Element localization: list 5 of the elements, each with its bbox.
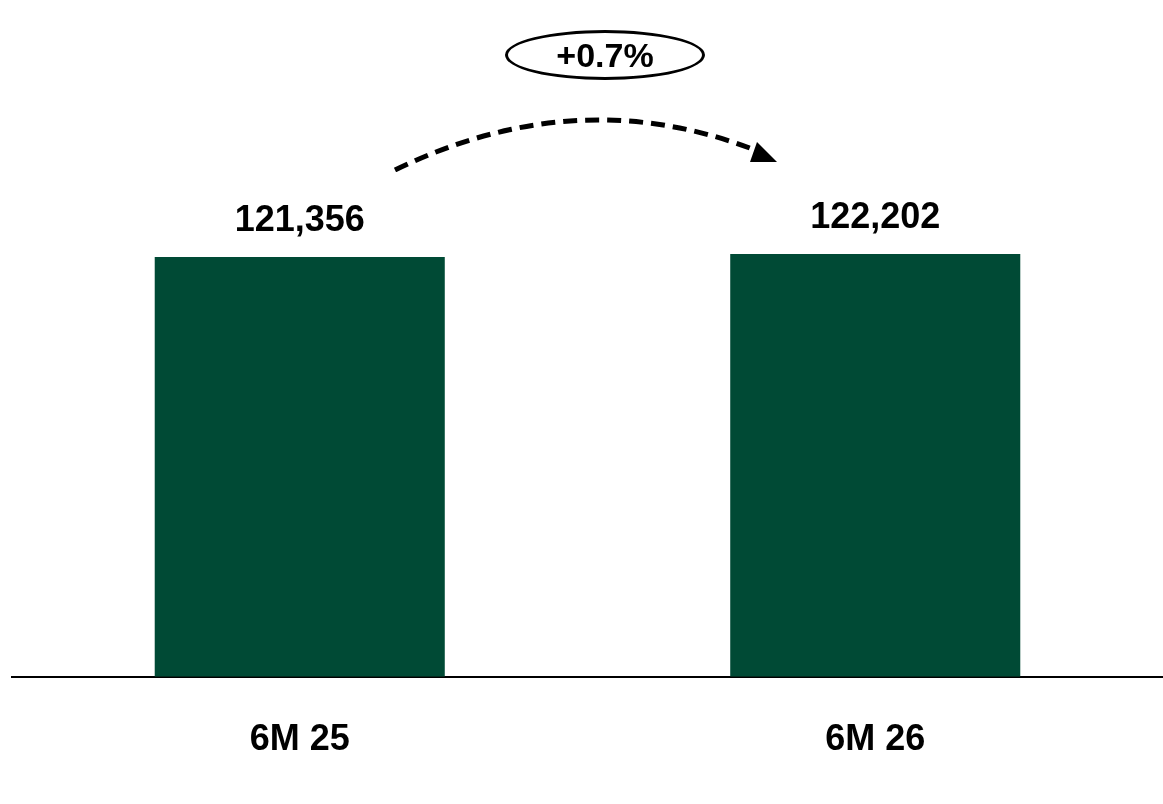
data-label: 121,356 [234,197,365,239]
text: +0.7% [505,30,705,80]
data-label: 122,202 [810,194,941,236]
x-tick-label: 6M 25 [249,717,350,759]
x-tick-label: 6M 26 [825,717,926,759]
